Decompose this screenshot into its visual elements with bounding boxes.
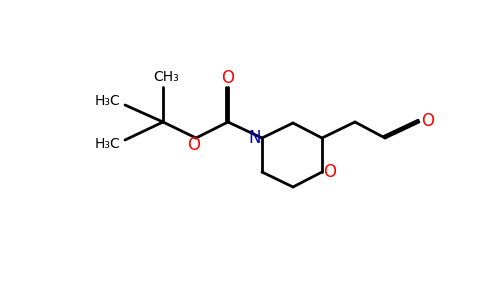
Text: O: O [323, 163, 336, 181]
Text: H₃C: H₃C [94, 137, 120, 151]
Text: N: N [249, 129, 261, 147]
Text: O: O [187, 136, 200, 154]
Text: O: O [422, 112, 435, 130]
Text: CH₃: CH₃ [153, 70, 179, 84]
Text: H₃C: H₃C [94, 94, 120, 108]
Text: O: O [222, 69, 235, 87]
